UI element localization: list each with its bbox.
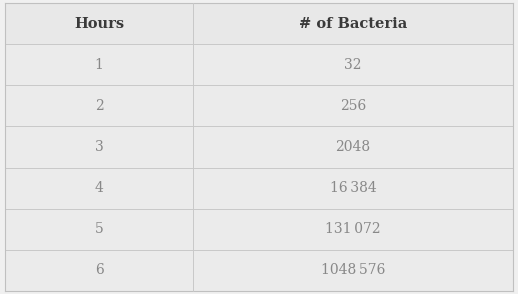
Text: 1048 576: 1048 576 bbox=[321, 263, 385, 278]
Text: 2: 2 bbox=[95, 99, 104, 113]
Bar bbox=[5, 85, 193, 126]
Bar bbox=[5, 44, 193, 85]
Text: # of Bacteria: # of Bacteria bbox=[299, 16, 407, 31]
Bar bbox=[5, 250, 193, 291]
Bar bbox=[193, 85, 513, 126]
Text: 131 072: 131 072 bbox=[325, 222, 381, 236]
Text: 4: 4 bbox=[95, 181, 104, 195]
Text: 2048: 2048 bbox=[335, 140, 370, 154]
Text: 256: 256 bbox=[340, 99, 366, 113]
Text: 3: 3 bbox=[95, 140, 104, 154]
Bar bbox=[193, 168, 513, 209]
Bar bbox=[193, 3, 513, 44]
Text: 5: 5 bbox=[95, 222, 104, 236]
Text: Hours: Hours bbox=[74, 16, 124, 31]
Bar bbox=[193, 126, 513, 168]
Bar bbox=[193, 250, 513, 291]
Bar bbox=[5, 168, 193, 209]
Text: 6: 6 bbox=[95, 263, 104, 278]
Bar bbox=[5, 209, 193, 250]
Text: 16 384: 16 384 bbox=[329, 181, 376, 195]
Bar bbox=[193, 44, 513, 85]
Bar bbox=[5, 3, 193, 44]
Text: 1: 1 bbox=[95, 58, 104, 72]
Text: 32: 32 bbox=[344, 58, 362, 72]
Bar bbox=[193, 209, 513, 250]
Bar bbox=[5, 126, 193, 168]
